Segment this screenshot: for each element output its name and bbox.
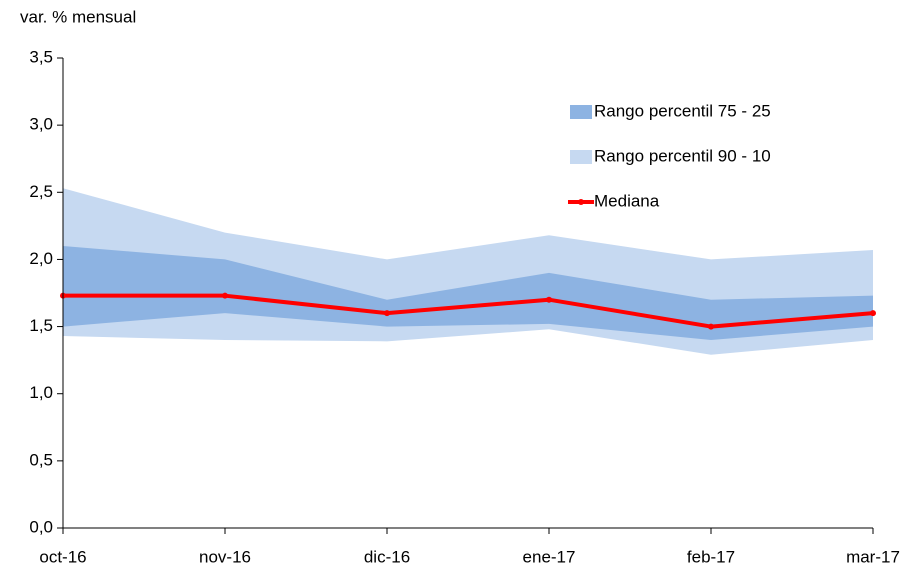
y-tick-label: 1,0 [29, 383, 53, 402]
legend-label: Rango percentil 90 - 10 [594, 146, 771, 165]
x-tick-label: nov-16 [199, 547, 251, 566]
y-tick-label: 2,0 [29, 249, 53, 268]
x-tick-label: ene-17 [523, 547, 576, 566]
x-tick-label: oct-16 [39, 547, 86, 566]
y-tick-label: 3,0 [29, 115, 53, 134]
median-point [870, 310, 876, 317]
legend-swatch [570, 105, 592, 119]
x-tick-label: mar-17 [846, 547, 900, 566]
y-tick-label: 3,5 [29, 47, 53, 66]
median-point [546, 296, 552, 303]
y-axis-title: var. % mensual [20, 7, 136, 26]
band-area [63, 246, 873, 340]
median-point [222, 292, 228, 299]
legend-marker [578, 199, 584, 205]
y-tick-label: 1,5 [29, 316, 53, 335]
legend-label: Mediana [594, 191, 660, 210]
median-point [384, 310, 390, 317]
y-tick-label: 0,0 [29, 517, 53, 536]
legend-swatch [570, 150, 592, 164]
legend-label: Rango percentil 75 - 25 [594, 101, 771, 120]
y-tick-label: 2,5 [29, 182, 53, 201]
x-tick-label: feb-17 [687, 547, 735, 566]
median-point [708, 323, 714, 330]
x-tick-label: dic-16 [364, 547, 410, 566]
median-line [63, 293, 874, 329]
y-tick-label: 0,5 [29, 450, 53, 469]
